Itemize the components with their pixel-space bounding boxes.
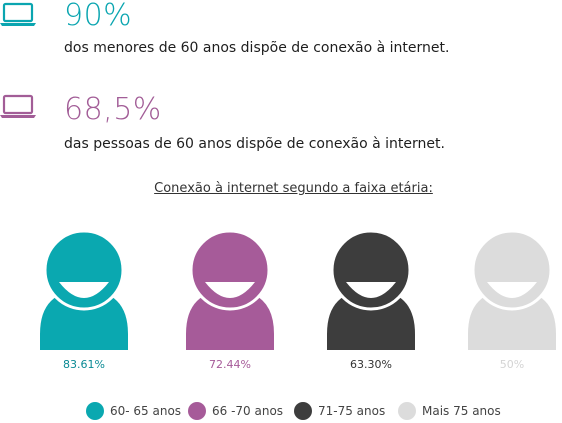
value-label: 50% [500,358,524,371]
value-label: 83.61% [63,358,105,371]
legend-swatch [398,402,416,420]
legend-label: 66 -70 anos [212,404,284,418]
legend-item: 60- 65 anos [86,402,181,420]
laptop-icon [0,94,36,125]
legend-swatch [294,402,312,420]
value-label: 63.30% [350,358,392,371]
legend-label: 60- 65 anos [110,404,182,418]
legend-swatch [188,402,206,420]
stat-value: 68,5% [64,92,162,127]
legend-label: Mais 75 anos [422,404,501,418]
legend-item: 66 -70 anos [188,402,283,420]
stat-under-60: 90% dos menores de 60 anos dispõe de con… [0,0,562,70]
legend-item: Mais 75 anos [398,402,501,420]
legend-item: 71-75 anos [294,402,385,420]
value-label: 72.44% [209,358,251,371]
stat-description: dos menores de 60 anos dispõe de conexão… [64,40,450,56]
laptop-icon [0,2,36,33]
person-avatar-icon [40,229,128,350]
person-avatar-icon [327,229,415,350]
stat-description: das pessoas de 60 anos dispõe de conexão… [64,136,445,152]
person-avatar-icon [468,229,556,350]
chart-title: Conexão à internet segundo a faixa etári… [154,181,433,196]
legend-label: 71-75 anos [318,404,386,418]
stat-60-plus: 68,5% das pessoas de 60 anos dispõe de c… [0,88,562,158]
stat-value: 90% [64,0,133,33]
legend-swatch [86,402,104,420]
person-avatar-icon [186,229,274,350]
